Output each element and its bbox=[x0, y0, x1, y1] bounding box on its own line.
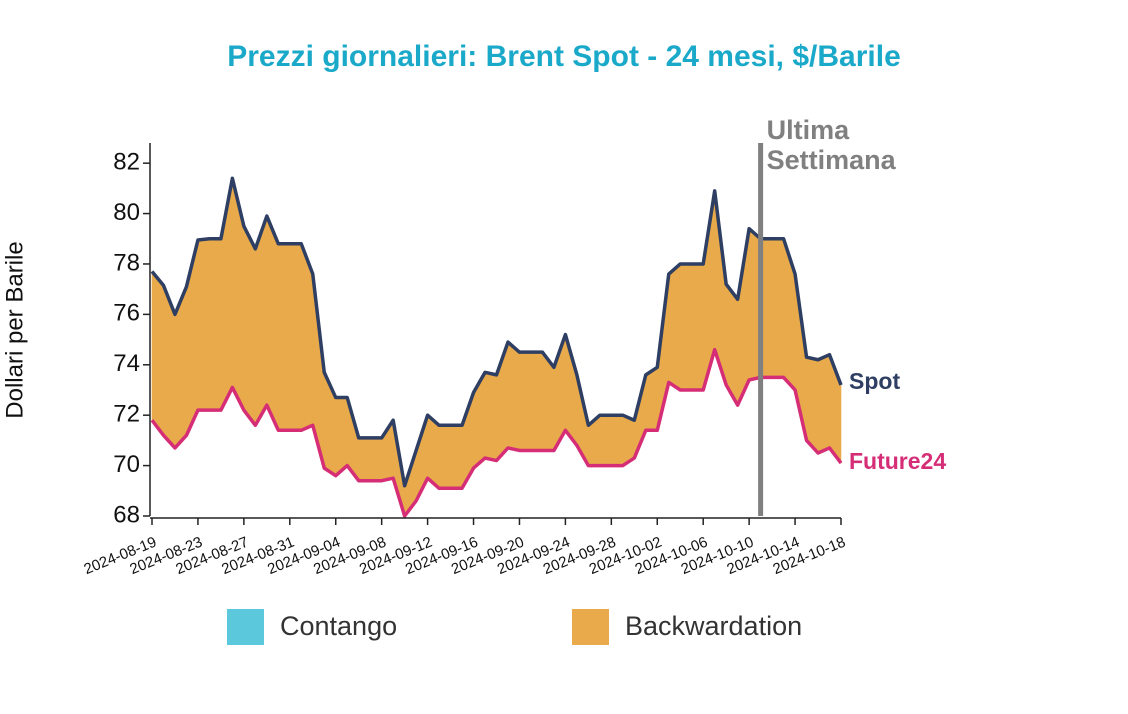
spread-area bbox=[484, 371, 497, 461]
spread-area bbox=[358, 437, 371, 482]
spread-area bbox=[335, 397, 348, 477]
spread-area bbox=[266, 215, 279, 431]
y-axis-label: Dollari per Barile bbox=[1, 241, 28, 418]
y-tick-label: 68 bbox=[113, 501, 140, 528]
y-tick-label: 78 bbox=[113, 249, 140, 276]
spread-area bbox=[438, 424, 451, 489]
spread-area bbox=[243, 226, 256, 427]
spread-area bbox=[289, 243, 302, 431]
series-label: Future24 bbox=[849, 448, 946, 474]
spread-area bbox=[691, 263, 704, 391]
spread-area bbox=[679, 263, 693, 391]
legend-swatch bbox=[572, 609, 609, 645]
y-tick-label: 74 bbox=[113, 350, 140, 377]
y-tick-label: 82 bbox=[113, 149, 140, 176]
spread-area bbox=[599, 414, 612, 466]
spread-area bbox=[771, 238, 784, 378]
legend-label: Contango bbox=[280, 611, 397, 641]
chart-title: Prezzi giornalieri: Brent Spot - 24 mesi… bbox=[227, 40, 901, 73]
spread-area bbox=[668, 263, 681, 391]
legend-swatch bbox=[227, 609, 264, 645]
spread-area bbox=[151, 270, 164, 437]
spread-area bbox=[197, 238, 210, 411]
annotation-label: Settimana bbox=[767, 145, 897, 175]
series-line bbox=[150, 347, 843, 518]
y-tick-label: 72 bbox=[113, 401, 140, 428]
spread-area bbox=[507, 341, 520, 451]
y-tick-label: 80 bbox=[113, 199, 140, 226]
series-line bbox=[150, 176, 843, 488]
spread-area bbox=[209, 238, 222, 411]
y-tick-label: 70 bbox=[113, 451, 140, 478]
spread-area bbox=[450, 424, 463, 489]
spread-area bbox=[817, 354, 830, 454]
spread-area bbox=[278, 243, 291, 431]
annotation-label: Ultima bbox=[767, 115, 851, 145]
spread-area bbox=[369, 437, 382, 482]
spread-area bbox=[645, 366, 658, 431]
spread-area bbox=[611, 414, 624, 466]
spread-area bbox=[519, 351, 532, 451]
spread-area bbox=[530, 351, 543, 451]
spread-area bbox=[806, 356, 819, 454]
spread-area bbox=[427, 414, 440, 489]
y-tick-label: 76 bbox=[113, 300, 140, 327]
legend-label: Backwardation bbox=[625, 611, 802, 641]
series-label: Spot bbox=[849, 368, 900, 394]
